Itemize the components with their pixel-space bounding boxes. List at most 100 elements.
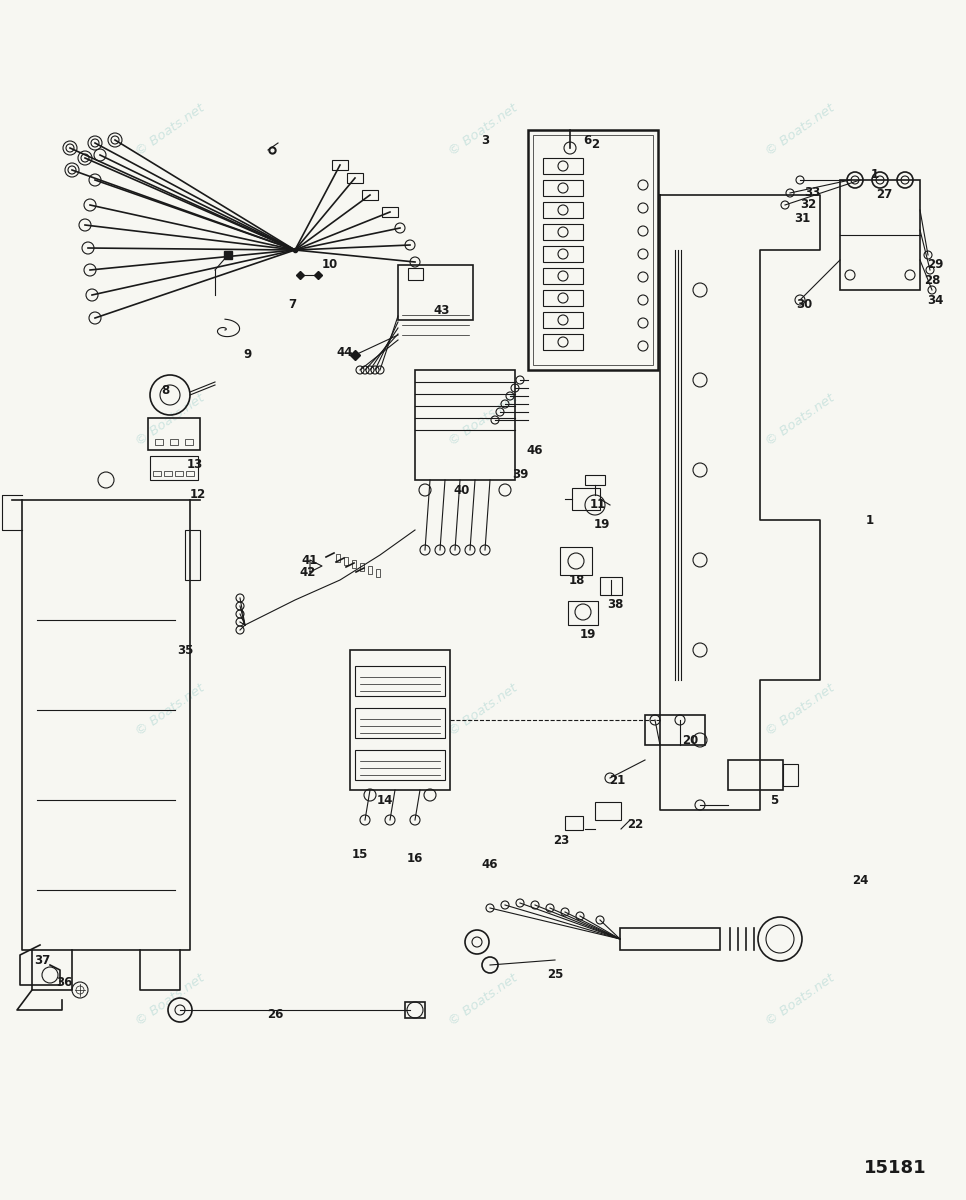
- Text: 5: 5: [770, 793, 779, 806]
- Text: 30: 30: [796, 299, 812, 312]
- Text: 12: 12: [190, 488, 206, 502]
- Bar: [186, 470, 194, 476]
- Bar: [543, 312, 583, 328]
- Bar: [355, 708, 445, 738]
- Bar: [164, 470, 172, 476]
- Text: 36: 36: [56, 976, 72, 989]
- Text: 41: 41: [301, 553, 318, 566]
- Bar: [355, 666, 445, 696]
- Text: 35: 35: [177, 643, 193, 656]
- Bar: [543, 224, 583, 240]
- Text: © Boats.net: © Boats.net: [133, 972, 207, 1028]
- Text: 46: 46: [526, 444, 543, 456]
- Text: © Boats.net: © Boats.net: [446, 102, 520, 158]
- Text: © Boats.net: © Boats.net: [446, 391, 520, 449]
- Text: 33: 33: [804, 186, 820, 198]
- Text: 21: 21: [609, 774, 625, 786]
- Bar: [645, 715, 705, 745]
- Bar: [528, 130, 658, 370]
- Bar: [362, 190, 378, 200]
- Text: © Boats.net: © Boats.net: [763, 682, 837, 738]
- Bar: [368, 566, 372, 574]
- Bar: [585, 475, 605, 485]
- Text: 24: 24: [852, 874, 868, 887]
- Bar: [595, 802, 621, 820]
- Bar: [350, 650, 450, 790]
- Bar: [415, 370, 515, 480]
- Bar: [170, 439, 178, 445]
- Bar: [175, 470, 183, 476]
- Text: 7: 7: [288, 299, 296, 312]
- Bar: [533, 134, 653, 365]
- Bar: [382, 206, 398, 217]
- Text: 22: 22: [627, 818, 643, 832]
- Bar: [543, 268, 583, 284]
- Text: 1: 1: [871, 168, 879, 181]
- Text: © Boats.net: © Boats.net: [133, 682, 207, 738]
- Text: 20: 20: [682, 733, 698, 746]
- Text: © Boats.net: © Boats.net: [133, 391, 207, 449]
- Bar: [344, 557, 348, 565]
- Bar: [398, 265, 473, 320]
- Text: © Boats.net: © Boats.net: [446, 682, 520, 738]
- Text: 43: 43: [434, 304, 450, 317]
- Bar: [347, 173, 363, 182]
- Text: © Boats.net: © Boats.net: [763, 391, 837, 449]
- Text: 15: 15: [352, 848, 368, 862]
- Text: 8: 8: [161, 384, 169, 396]
- Text: 15181: 15181: [864, 1159, 926, 1177]
- Text: 26: 26: [267, 1008, 283, 1021]
- Text: 46: 46: [482, 858, 498, 871]
- Bar: [568, 601, 598, 625]
- Text: 10: 10: [322, 258, 338, 271]
- Text: 25: 25: [547, 968, 563, 982]
- Text: 3: 3: [481, 133, 489, 146]
- Bar: [543, 158, 583, 174]
- Bar: [840, 180, 920, 290]
- Bar: [543, 334, 583, 350]
- Bar: [560, 547, 592, 575]
- Text: 2: 2: [591, 138, 599, 151]
- Text: 13: 13: [186, 458, 203, 472]
- Text: 19: 19: [580, 629, 596, 642]
- Text: 16: 16: [407, 852, 423, 864]
- Bar: [332, 160, 348, 170]
- Text: 14: 14: [377, 793, 393, 806]
- Bar: [620, 928, 720, 950]
- Bar: [543, 202, 583, 218]
- Bar: [155, 439, 163, 445]
- Text: 23: 23: [553, 834, 569, 846]
- Bar: [355, 750, 445, 780]
- Text: 32: 32: [800, 198, 816, 211]
- Text: 38: 38: [607, 599, 623, 612]
- Text: 40: 40: [454, 484, 470, 497]
- Bar: [543, 290, 583, 306]
- Bar: [185, 530, 200, 580]
- Text: © Boats.net: © Boats.net: [763, 102, 837, 158]
- Text: 9: 9: [243, 348, 252, 361]
- Text: © Boats.net: © Boats.net: [133, 102, 207, 158]
- Bar: [565, 816, 583, 830]
- Bar: [600, 577, 622, 595]
- Bar: [543, 246, 583, 262]
- Text: 19: 19: [594, 518, 611, 532]
- Bar: [405, 1002, 425, 1018]
- Bar: [572, 488, 600, 510]
- Bar: [783, 764, 798, 786]
- Bar: [352, 560, 356, 568]
- Bar: [148, 418, 200, 450]
- Bar: [360, 563, 364, 571]
- Text: 18: 18: [569, 574, 585, 587]
- Text: 11: 11: [590, 498, 606, 511]
- Bar: [153, 470, 161, 476]
- Text: 1: 1: [866, 514, 874, 527]
- Text: 42: 42: [299, 566, 316, 580]
- Text: 28: 28: [923, 274, 940, 287]
- Text: 37: 37: [34, 954, 50, 966]
- Text: 34: 34: [926, 294, 943, 306]
- Bar: [185, 439, 193, 445]
- Text: 27: 27: [876, 188, 893, 202]
- Text: 31: 31: [794, 211, 810, 224]
- Bar: [543, 180, 583, 196]
- Text: 6: 6: [582, 133, 591, 146]
